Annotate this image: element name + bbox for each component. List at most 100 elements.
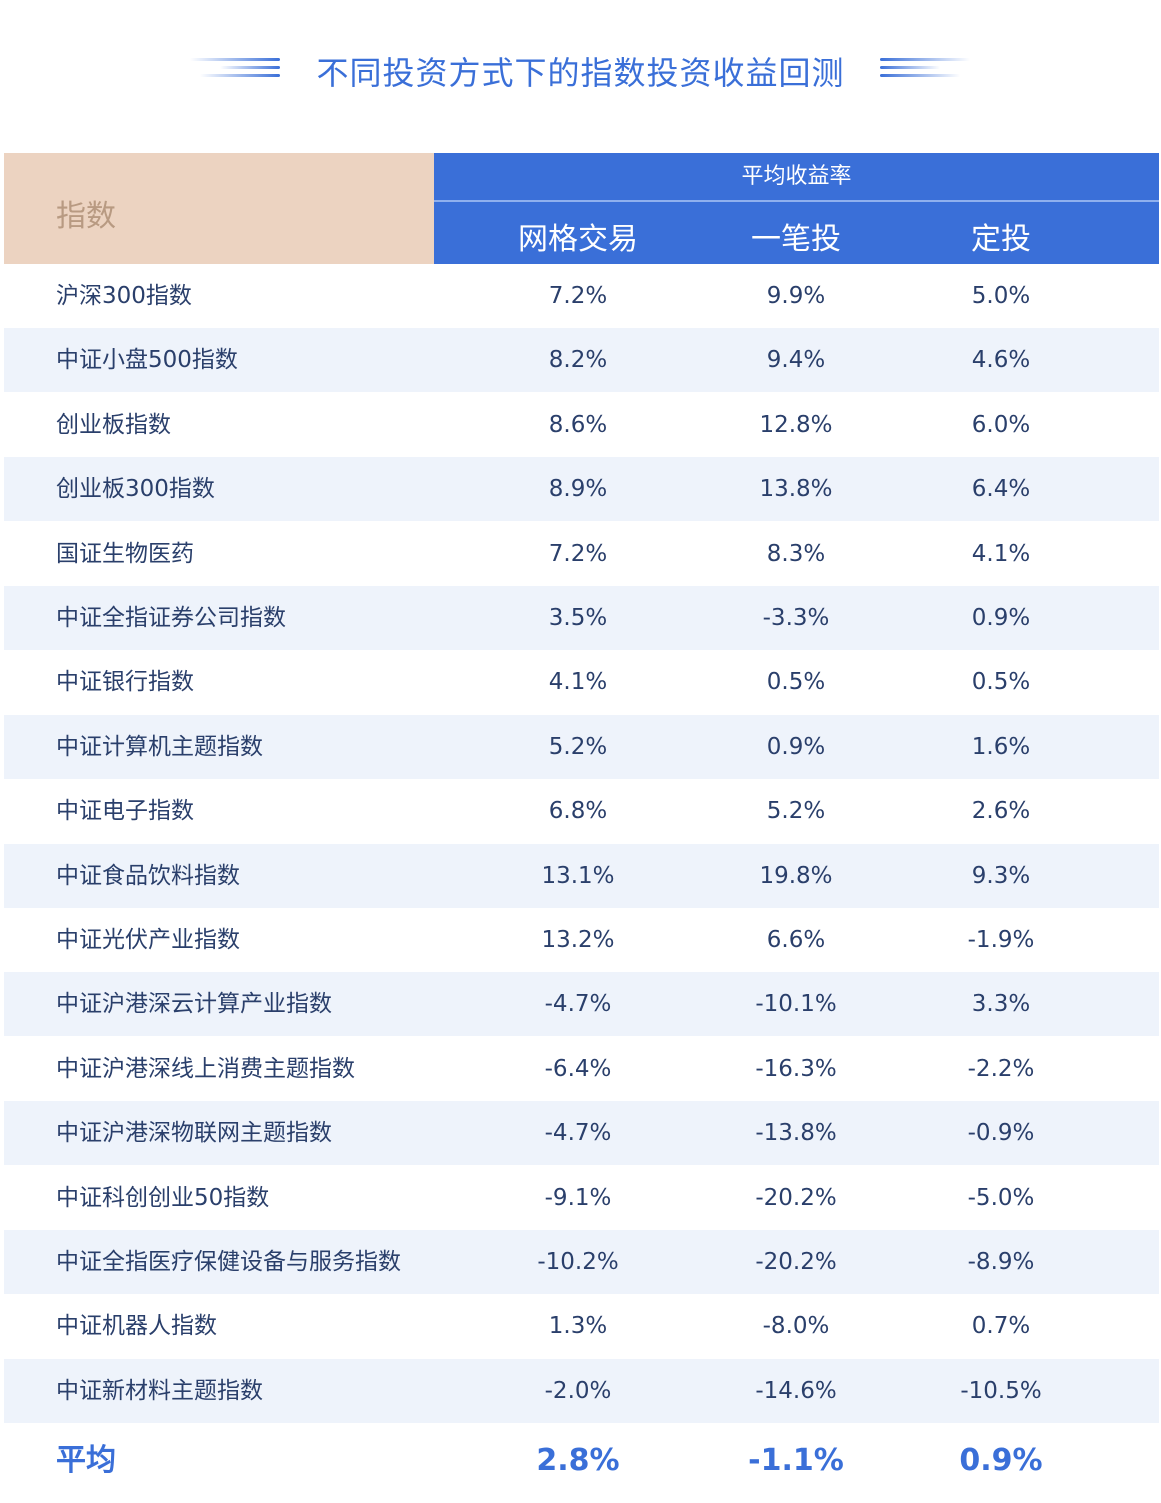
lump-sum-return-cell: 5.2%	[766, 798, 826, 825]
lump-sum-return-cell: 12.8%	[759, 411, 833, 438]
index-name-cell: 中证银行指数	[56, 669, 194, 696]
grid-return-cell: -4.7%	[544, 991, 612, 1018]
dca-return-cell: 1.6%	[971, 733, 1031, 760]
dca-return-cell: -2.2%	[967, 1055, 1035, 1082]
dca-return-cell: -1.9%	[967, 927, 1035, 953]
grid-return-cell: -9.1%	[544, 1184, 612, 1211]
lump-sum-return-cell: 8.3%	[766, 540, 826, 567]
column-header-grid: 网格交易	[518, 222, 638, 257]
grid-return-cell: 1.3%	[548, 1313, 608, 1340]
index-name-cell: 中证新材料主题指数	[56, 1377, 263, 1404]
grid-return-cell: -10.2%	[537, 1249, 619, 1275]
lump-sum-return-cell: 19.8%	[759, 862, 833, 889]
dca-return-cell: 4.1%	[971, 540, 1031, 567]
title-decoration-right	[880, 58, 970, 88]
average-label: 平均	[56, 1443, 116, 1478]
lump-sum-return-cell: 6.6%	[766, 927, 826, 953]
index-column-header: 指数	[4, 153, 434, 264]
header-divider	[434, 200, 1159, 202]
average-lump-sum: -1.1%	[748, 1443, 844, 1478]
lump-sum-return-cell: -8.0%	[762, 1313, 830, 1340]
table-row: 中证光伏产业指数 13.2% 6.6% -1.9%	[4, 908, 1159, 972]
grid-return-cell: 4.1%	[548, 669, 608, 696]
lump-sum-return-cell: -10.1%	[755, 991, 837, 1018]
table-row: 中证食品饮料指数 13.1% 19.8% 9.3%	[4, 843, 1159, 908]
lump-sum-return-cell: 0.5%	[766, 669, 826, 696]
grid-return-cell: -6.4%	[544, 1055, 612, 1082]
grid-return-cell: 5.2%	[548, 733, 608, 760]
lump-sum-return-cell: -3.3%	[762, 605, 830, 631]
dca-return-cell: 0.7%	[971, 1313, 1031, 1340]
title-bar: 不同投资方式下的指数投资收益回测	[0, 40, 1161, 100]
lump-sum-return-cell: -20.2%	[755, 1249, 837, 1275]
index-name-cell: 中证光伏产业指数	[56, 927, 240, 953]
table-row: 创业板300指数 8.9% 13.8% 6.4%	[4, 457, 1159, 522]
index-name-cell: 中证全指证券公司指数	[56, 605, 286, 631]
average-row: 平均 2.8% -1.1% 0.9%	[4, 1425, 1159, 1497]
grid-return-cell: 13.2%	[541, 927, 615, 953]
index-name-cell: 中证沪港深物联网主题指数	[56, 1120, 332, 1147]
dca-return-cell: -8.9%	[967, 1249, 1035, 1275]
table-row: 中证全指证券公司指数 3.5% -3.3% 0.9%	[4, 586, 1159, 650]
table-row: 创业板指数 8.6% 12.8% 6.0%	[4, 393, 1159, 457]
index-name-cell: 中证小盘500指数	[56, 347, 238, 374]
index-name-cell: 中证沪港深云计算产业指数	[56, 991, 332, 1018]
grid-return-cell: 13.1%	[541, 862, 615, 889]
dca-return-cell: 4.6%	[971, 347, 1031, 374]
index-header-label: 指数	[56, 199, 116, 234]
grid-return-cell: 8.2%	[548, 347, 608, 374]
index-name-cell: 中证计算机主题指数	[56, 733, 263, 760]
lump-sum-return-cell: -20.2%	[755, 1184, 837, 1211]
column-header-dca: 定投	[971, 222, 1031, 257]
dca-return-cell: 3.3%	[971, 991, 1031, 1018]
lump-sum-return-cell: 13.8%	[759, 476, 833, 503]
index-name-cell: 沪深300指数	[56, 283, 192, 309]
column-header-lump-sum: 一笔投	[751, 222, 841, 257]
grid-return-cell: 8.6%	[548, 411, 608, 438]
grid-return-cell: 6.8%	[548, 798, 608, 825]
index-name-cell: 中证全指医疗保健设备与服务指数	[56, 1249, 401, 1275]
table-row: 中证计算机主题指数 5.2% 0.9% 1.6%	[4, 714, 1159, 779]
table-row: 中证沪港深线上消费主题指数 -6.4% -16.3% -2.2%	[4, 1037, 1159, 1101]
index-name-cell: 国证生物医药	[56, 540, 194, 567]
average-dca: 0.9%	[959, 1443, 1043, 1478]
table-row: 中证机器人指数 1.3% -8.0% 0.7%	[4, 1294, 1159, 1358]
lump-sum-return-cell: -16.3%	[755, 1055, 837, 1082]
subheader-row: 网格交易 一笔投 定投	[434, 202, 1159, 264]
dca-return-cell: -5.0%	[967, 1184, 1035, 1211]
dca-return-cell: 0.9%	[971, 605, 1031, 631]
table-row: 中证科创创业50指数 -9.1% -20.2% -5.0%	[4, 1166, 1159, 1230]
index-name-cell: 中证科创创业50指数	[56, 1184, 270, 1211]
index-name-cell: 中证电子指数	[56, 798, 194, 825]
table-row: 中证沪港深物联网主题指数 -4.7% -13.8% -0.9%	[4, 1101, 1159, 1166]
index-name-cell: 中证机器人指数	[56, 1313, 217, 1340]
index-name-cell: 中证食品饮料指数	[56, 862, 240, 889]
index-name-cell: 中证沪港深线上消费主题指数	[56, 1055, 355, 1082]
table-row: 沪深300指数 7.2% 9.9% 5.0%	[4, 264, 1159, 328]
table-row: 中证电子指数 6.8% 5.2% 2.6%	[4, 779, 1159, 843]
table-row: 国证生物医药 7.2% 8.3% 4.1%	[4, 522, 1159, 586]
table-row: 中证小盘500指数 8.2% 9.4% 4.6%	[4, 328, 1159, 393]
grid-return-cell: -4.7%	[544, 1120, 612, 1147]
group-header: 平均收益率	[434, 153, 1159, 200]
dca-return-cell: 0.5%	[971, 669, 1031, 696]
lump-sum-return-cell: 9.4%	[766, 347, 826, 374]
table-row: 中证银行指数 4.1% 0.5% 0.5%	[4, 650, 1159, 714]
grid-return-cell: 7.2%	[548, 283, 608, 309]
lump-sum-return-cell: -13.8%	[755, 1120, 837, 1147]
dca-return-cell: 5.0%	[971, 283, 1031, 309]
dca-return-cell: 6.0%	[971, 411, 1031, 438]
grid-return-cell: 7.2%	[548, 540, 608, 567]
grid-return-cell: -2.0%	[544, 1377, 612, 1404]
dca-return-cell: 6.4%	[971, 476, 1031, 503]
page-title: 不同投资方式下的指数投资收益回测	[316, 54, 845, 92]
lump-sum-return-cell: 0.9%	[766, 733, 826, 760]
lump-sum-return-cell: -14.6%	[755, 1377, 837, 1404]
title-decoration-left	[190, 58, 280, 88]
grid-return-cell: 3.5%	[548, 605, 608, 631]
table-row: 中证新材料主题指数 -2.0% -14.6% -10.5%	[4, 1358, 1159, 1423]
dca-return-cell: 9.3%	[971, 862, 1031, 889]
grid-return-cell: 8.9%	[548, 476, 608, 503]
dca-return-cell: -10.5%	[960, 1377, 1042, 1404]
table-row: 中证沪港深云计算产业指数 -4.7% -10.1% 3.3%	[4, 972, 1159, 1037]
